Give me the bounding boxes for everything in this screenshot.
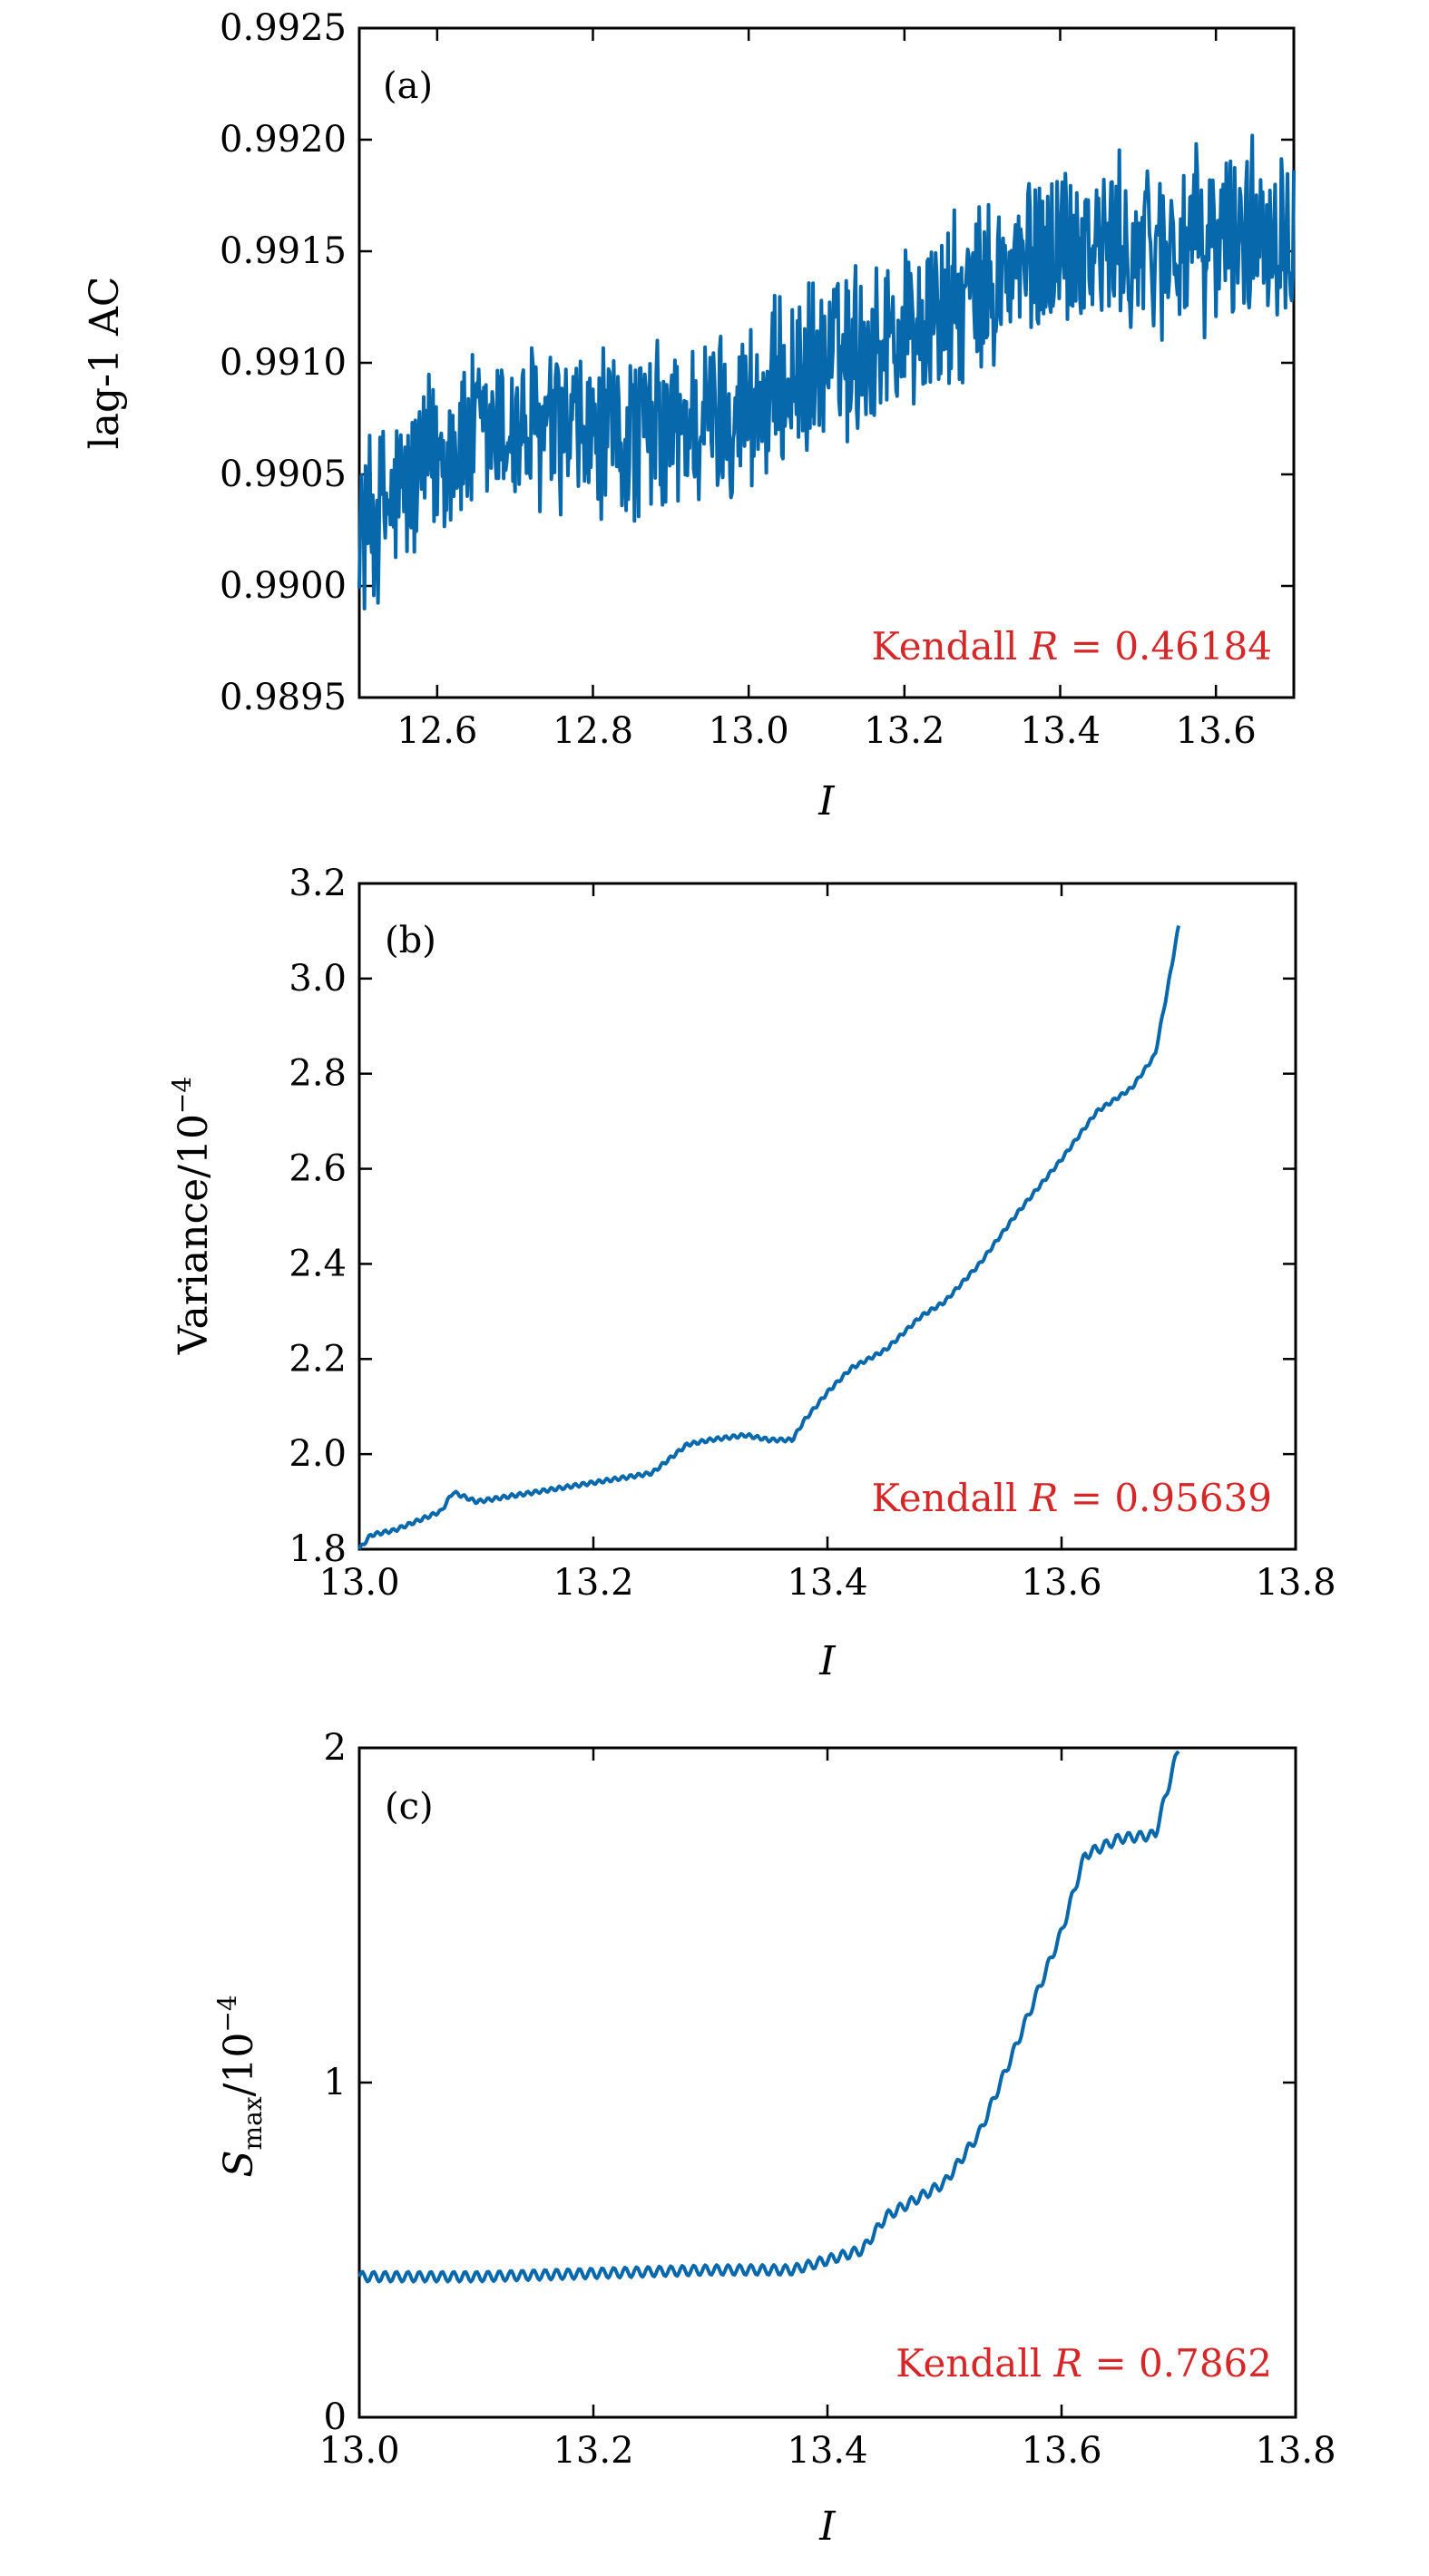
ticks: 13.0 13.2 13.4 13.6 13.8 0 1 2 [318, 1727, 1336, 2472]
plot-frame [357, 882, 1297, 1551]
ticks: 12.6 12.8 13.0 13.2 13.4 13.6 0.9895 0.9900 0.99… [220, 7, 1294, 752]
y-tick-label: 3.2 [289, 863, 347, 904]
y-tick-label: 0 [324, 2396, 347, 2438]
x-axis-label: I [818, 2503, 837, 2550]
ticks: 13.0 13.2 13.4 13.6 13.8 1.8 2.0 2.2 2.4 2.6 2.8 3.… [289, 863, 1336, 1604]
series-group [357, 1750, 1180, 2284]
x-tick-label: 13.6 [1021, 2430, 1101, 2472]
x-tick-label: 13.4 [787, 1562, 867, 1604]
series-group [357, 133, 1296, 610]
x-tick-label: 12.8 [553, 710, 633, 752]
y-tick-label: 0.9905 [220, 454, 347, 495]
x-tick-label: 13.0 [318, 1562, 399, 1604]
kendall-annotation: Kendall R = 0.95639 [872, 1476, 1273, 1520]
series-line [357, 133, 1296, 610]
y-axis-label: lag-1 AC [82, 277, 128, 450]
panel-c: 13.0 13.2 13.4 13.6 13.8 0 1 2 (c) Kendall R = … [212, 1727, 1336, 2550]
y-tick-label: 0.9910 [220, 342, 347, 384]
panel-a: 12.6 12.8 13.0 13.2 13.4 13.6 0.9895 0.9900 0.99… [82, 7, 1296, 825]
panel-label: (a) [383, 65, 433, 107]
y-tick-label: 2.6 [289, 1148, 347, 1190]
y-tick-label: 3.0 [289, 958, 347, 1000]
x-tick-label: 13.0 [318, 2430, 399, 2472]
series-line [357, 1750, 1180, 2284]
x-tick-label: 13.0 [709, 710, 789, 752]
panel-b: 13.0 13.2 13.4 13.6 13.8 1.8 2.0 2.2 2.4 2.6 2.8 3.… [167, 863, 1336, 1684]
x-tick-label: 13.8 [1255, 2430, 1336, 2472]
plot-frame [357, 1746, 1297, 2419]
y-tick-label: 2.4 [289, 1243, 347, 1284]
y-tick-label: 1.8 [289, 1528, 347, 1570]
panel-label: (b) [385, 920, 436, 961]
y-tick-label: 2 [324, 1727, 347, 1769]
kendall-annotation: Kendall R = 0.7862 [896, 2341, 1272, 2386]
x-tick-label: 13.4 [1020, 710, 1101, 752]
series-group [357, 925, 1180, 1550]
x-tick-label: 13.2 [553, 1562, 633, 1604]
kendall-annotation: Kendall R = 0.46184 [872, 624, 1273, 668]
y-tick-label: 1 [324, 2062, 347, 2103]
y-tick-label: 0.9915 [220, 230, 347, 272]
x-tick-label: 13.2 [864, 710, 945, 752]
x-axis-label: I [818, 1638, 837, 1684]
y-tick-label: 0.9895 [220, 677, 347, 718]
y-tick-label: 0.9920 [220, 119, 347, 161]
x-tick-label: 13.8 [1255, 1562, 1336, 1604]
series-line [357, 925, 1180, 1550]
x-tick-label: 13.6 [1176, 710, 1257, 752]
y-axis-label: Smax/10−4 [212, 1995, 268, 2177]
x-tick-label: 12.6 [396, 710, 477, 752]
panel-label: (c) [385, 1786, 434, 1828]
y-tick-label: 0.9925 [220, 7, 347, 49]
x-axis-label: I [817, 778, 836, 825]
x-tick-label: 13.2 [553, 2430, 633, 2472]
x-tick-label: 13.4 [787, 2430, 867, 2472]
y-tick-label: 2.0 [289, 1433, 347, 1475]
y-tick-label: 2.2 [289, 1338, 347, 1380]
x-tick-label: 13.6 [1021, 1562, 1101, 1604]
y-tick-label: 2.8 [289, 1053, 347, 1095]
y-tick-label: 0.9900 [220, 565, 347, 607]
y-axis-label: Variance/10−4 [167, 1077, 217, 1355]
